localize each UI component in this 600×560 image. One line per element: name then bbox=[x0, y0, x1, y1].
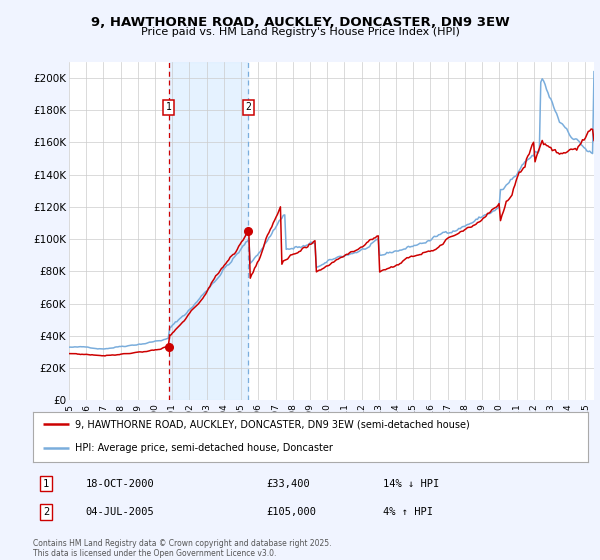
Text: 1: 1 bbox=[43, 478, 49, 488]
Text: 18-OCT-2000: 18-OCT-2000 bbox=[86, 478, 154, 488]
Text: 9, HAWTHORNE ROAD, AUCKLEY, DONCASTER, DN9 3EW (semi-detached house): 9, HAWTHORNE ROAD, AUCKLEY, DONCASTER, D… bbox=[74, 419, 469, 429]
Text: 4% ↑ HPI: 4% ↑ HPI bbox=[383, 507, 433, 517]
Text: £33,400: £33,400 bbox=[266, 478, 310, 488]
Bar bbox=[169, 62, 248, 400]
Text: 2: 2 bbox=[43, 507, 49, 517]
Text: £105,000: £105,000 bbox=[266, 507, 316, 517]
Text: Price paid vs. HM Land Registry's House Price Index (HPI): Price paid vs. HM Land Registry's House … bbox=[140, 27, 460, 37]
Text: 14% ↓ HPI: 14% ↓ HPI bbox=[383, 478, 439, 488]
Text: 2: 2 bbox=[245, 102, 251, 113]
Text: 9, HAWTHORNE ROAD, AUCKLEY, DONCASTER, DN9 3EW: 9, HAWTHORNE ROAD, AUCKLEY, DONCASTER, D… bbox=[91, 16, 509, 29]
Text: Contains HM Land Registry data © Crown copyright and database right 2025.
This d: Contains HM Land Registry data © Crown c… bbox=[33, 539, 331, 558]
Text: 1: 1 bbox=[166, 102, 172, 113]
Text: HPI: Average price, semi-detached house, Doncaster: HPI: Average price, semi-detached house,… bbox=[74, 443, 332, 453]
Text: 04-JUL-2005: 04-JUL-2005 bbox=[86, 507, 154, 517]
